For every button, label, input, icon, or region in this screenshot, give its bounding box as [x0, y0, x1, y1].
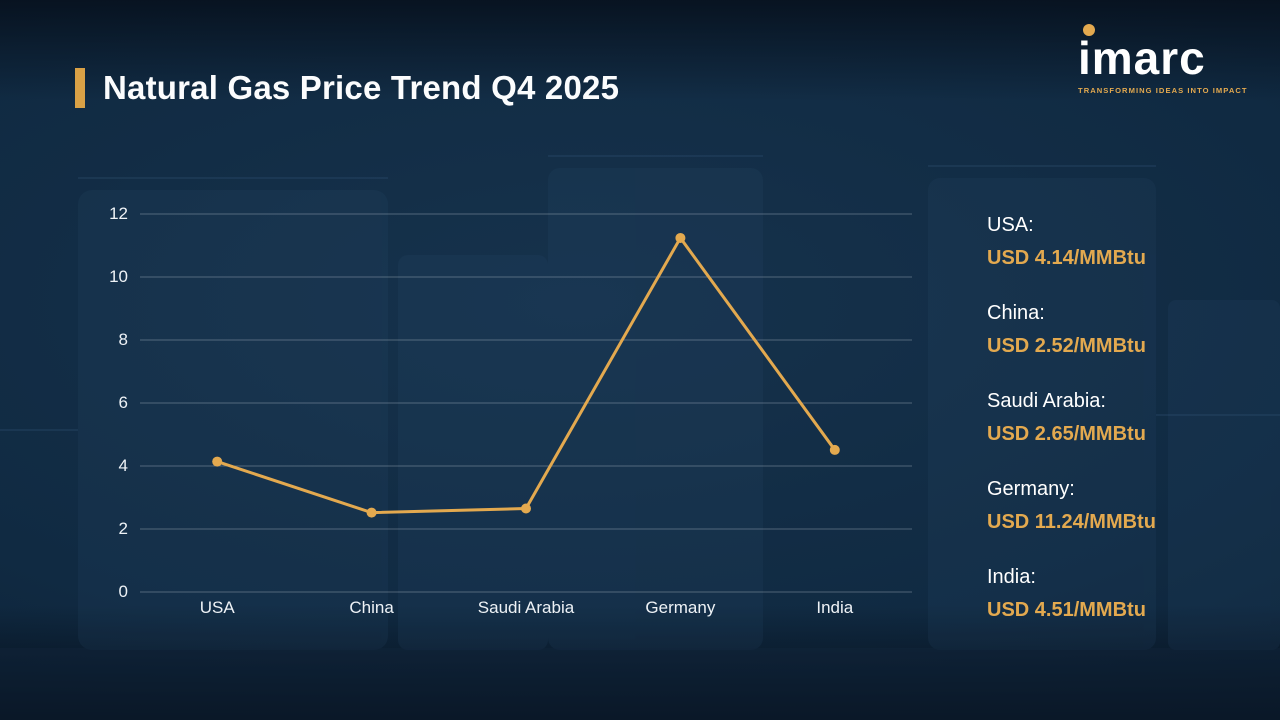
x-axis-category-label: Germany: [645, 598, 716, 617]
logo-wordmark: imarc: [1078, 32, 1206, 84]
price-value: USD 4.51/MMBtu: [987, 599, 1146, 621]
price-item-germany: Germany: USD 11.24/MMBtu: [987, 473, 1267, 539]
data-point-marker: [829, 444, 840, 455]
x-axis-category-label: China: [349, 598, 394, 617]
title-accent-bar: [75, 68, 85, 108]
price-item-saudi-arabia: Saudi Arabia: USD 2.65/MMBtu: [987, 385, 1267, 451]
price-country-label: USA:: [987, 214, 1034, 236]
price-value: USD 4.14/MMBtu: [987, 247, 1146, 269]
y-axis-tick-label: 6: [118, 393, 128, 412]
price-item-usa: USA: USD 4.14/MMBtu: [987, 209, 1267, 275]
y-axis-tick-label: 8: [118, 330, 128, 349]
y-axis-tick-label: 12: [109, 204, 128, 223]
imarc-logo: imarc TRANSFORMING IDEAS INTO IMPACT: [1078, 24, 1248, 95]
y-axis-tick-label: 2: [118, 519, 128, 538]
price-country-label: Germany:: [987, 478, 1075, 500]
data-point-marker: [212, 456, 223, 467]
data-point-marker: [675, 232, 686, 243]
page-title: Natural Gas Price Trend Q4 2025: [103, 69, 620, 106]
price-value: USD 2.52/MMBtu: [987, 335, 1146, 357]
price-value: USD 2.65/MMBtu: [987, 423, 1146, 445]
price-item-china: China: USD 2.52/MMBtu: [987, 297, 1267, 363]
price-country-label: China:: [987, 302, 1045, 324]
x-axis-category-label: USA: [199, 598, 235, 617]
price-item-india: India: USD 4.51/MMBtu: [987, 561, 1267, 627]
data-point-marker: [366, 507, 377, 518]
price-trend-line: [215, 236, 837, 515]
header: Natural Gas Price Trend Q4 2025: [75, 68, 619, 108]
logo-tagline: TRANSFORMING IDEAS INTO IMPACT: [1078, 86, 1248, 95]
x-axis-category-label: Saudi Arabia: [477, 598, 575, 617]
data-point-marker: [521, 503, 531, 514]
price-summary-panel: USA: USD 4.14/MMBtu China: USD 2.52/MMBt…: [987, 209, 1267, 649]
y-axis-tick-label: 10: [109, 267, 128, 286]
y-axis-tick-label: 0: [118, 582, 128, 601]
price-value: USD 11.24/MMBtu: [987, 511, 1156, 533]
logo-dot-icon: [1083, 24, 1095, 36]
y-axis-tick-label: 4: [118, 456, 128, 475]
price-country-label: Saudi Arabia:: [987, 390, 1106, 412]
x-axis-category-label: India: [816, 598, 854, 617]
price-country-label: India:: [987, 566, 1036, 588]
